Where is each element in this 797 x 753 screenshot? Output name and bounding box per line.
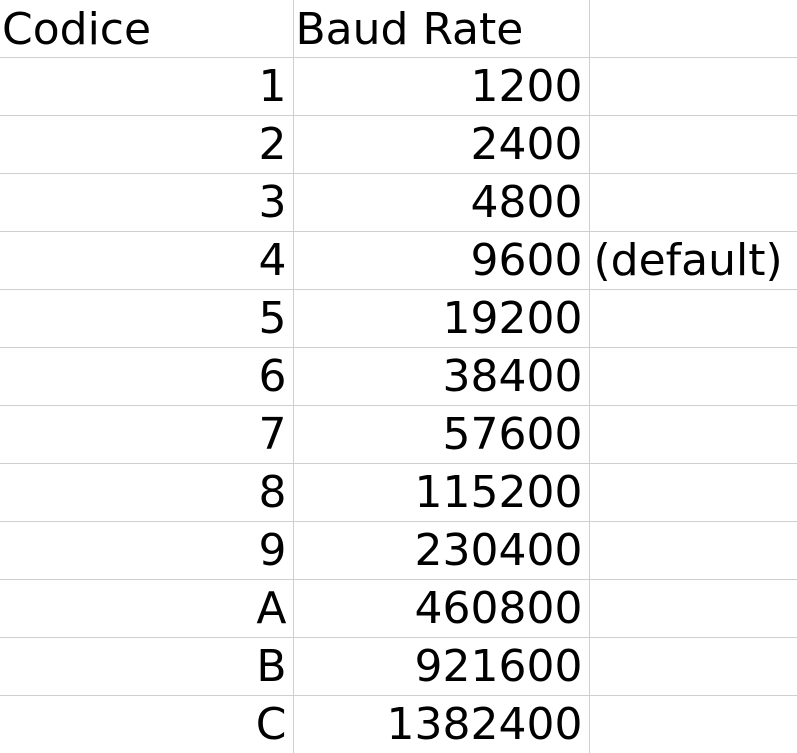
table-row: 4 9600 (default) bbox=[0, 232, 797, 290]
baud-rate-cell[interactable]: 1382400 bbox=[293, 696, 589, 753]
code-cell[interactable]: 4 bbox=[0, 232, 293, 290]
note-cell[interactable] bbox=[589, 348, 797, 406]
note-cell[interactable] bbox=[589, 116, 797, 174]
code-cell[interactable]: C bbox=[0, 696, 293, 753]
table-row: 7 57600 bbox=[0, 406, 797, 464]
header-row: Codice Baud Rate bbox=[0, 0, 797, 58]
header-codice[interactable]: Codice bbox=[0, 0, 293, 58]
table-row: 6 38400 bbox=[0, 348, 797, 406]
baud-rate-cell[interactable]: 921600 bbox=[293, 638, 589, 696]
baud-rate-cell[interactable]: 115200 bbox=[293, 464, 589, 522]
table-row: 2 2400 bbox=[0, 116, 797, 174]
baud-rate-cell[interactable]: 19200 bbox=[293, 290, 589, 348]
baud-rate-cell[interactable]: 9600 bbox=[293, 232, 589, 290]
note-cell[interactable] bbox=[589, 464, 797, 522]
code-cell[interactable]: 7 bbox=[0, 406, 293, 464]
code-cell[interactable]: 5 bbox=[0, 290, 293, 348]
table-row: 8 115200 bbox=[0, 464, 797, 522]
note-cell[interactable] bbox=[589, 174, 797, 232]
note-cell[interactable] bbox=[589, 290, 797, 348]
note-cell[interactable] bbox=[589, 406, 797, 464]
table-row: 1 1200 bbox=[0, 58, 797, 116]
code-cell[interactable]: 1 bbox=[0, 58, 293, 116]
note-cell[interactable] bbox=[589, 580, 797, 638]
baud-rate-cell[interactable]: 460800 bbox=[293, 580, 589, 638]
note-cell[interactable] bbox=[589, 58, 797, 116]
baud-rate-cell[interactable]: 2400 bbox=[293, 116, 589, 174]
table-row: 5 19200 bbox=[0, 290, 797, 348]
baud-rate-cell[interactable]: 230400 bbox=[293, 522, 589, 580]
baud-rate-cell[interactable]: 38400 bbox=[293, 348, 589, 406]
note-cell[interactable]: (default) bbox=[589, 232, 797, 290]
baud-rate-cell[interactable]: 57600 bbox=[293, 406, 589, 464]
note-cell[interactable] bbox=[589, 522, 797, 580]
code-cell[interactable]: 6 bbox=[0, 348, 293, 406]
table-row: A 460800 bbox=[0, 580, 797, 638]
code-cell[interactable]: 8 bbox=[0, 464, 293, 522]
table-row: 9 230400 bbox=[0, 522, 797, 580]
code-cell[interactable]: B bbox=[0, 638, 293, 696]
header-note[interactable] bbox=[589, 0, 797, 58]
note-cell[interactable] bbox=[589, 638, 797, 696]
code-cell[interactable]: A bbox=[0, 580, 293, 638]
table-row: 3 4800 bbox=[0, 174, 797, 232]
code-cell[interactable]: 2 bbox=[0, 116, 293, 174]
note-cell[interactable] bbox=[589, 696, 797, 753]
header-baud-rate[interactable]: Baud Rate bbox=[293, 0, 589, 58]
code-cell[interactable]: 3 bbox=[0, 174, 293, 232]
table-row: C 1382400 bbox=[0, 696, 797, 753]
baud-rate-cell[interactable]: 4800 bbox=[293, 174, 589, 232]
code-cell[interactable]: 9 bbox=[0, 522, 293, 580]
baud-rate-cell[interactable]: 1200 bbox=[293, 58, 589, 116]
table-row: B 921600 bbox=[0, 638, 797, 696]
